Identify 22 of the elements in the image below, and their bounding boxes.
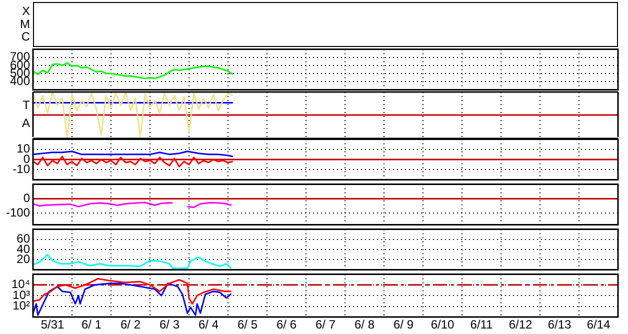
text: X (22, 4, 30, 18)
text: T (22, 98, 31, 112)
x-tick-label: 6/ 4 (198, 318, 219, 332)
x-tick-label: 6/ 5 (237, 318, 258, 332)
x-tick-label: 5/31 (40, 318, 64, 332)
x-tick-label: 6/ 3 (159, 318, 180, 332)
text: C (21, 30, 30, 44)
text: A (22, 116, 30, 130)
x-tick-label: 6/14 (586, 318, 610, 332)
x-tick-label: 6/12 (508, 318, 532, 332)
x-tick-label: 6/11 (470, 318, 494, 332)
x-tick-label: 6/ 2 (120, 318, 141, 332)
x-tick-label: 6/ 6 (276, 318, 297, 332)
y-tick-label: -100 (6, 206, 30, 220)
x-tick-label: 6/ 9 (393, 318, 414, 332)
x-tick-label: 6/13 (548, 318, 572, 332)
x-tick-label: 6/ 8 (354, 318, 375, 332)
x-tick-label: 6/ 7 (315, 318, 336, 332)
x-tick-label: 6/ 1 (81, 318, 102, 332)
x-tick-label: 6/10 (430, 318, 454, 332)
text: M (20, 16, 30, 31)
y-tick-label: 0 (23, 191, 30, 206)
